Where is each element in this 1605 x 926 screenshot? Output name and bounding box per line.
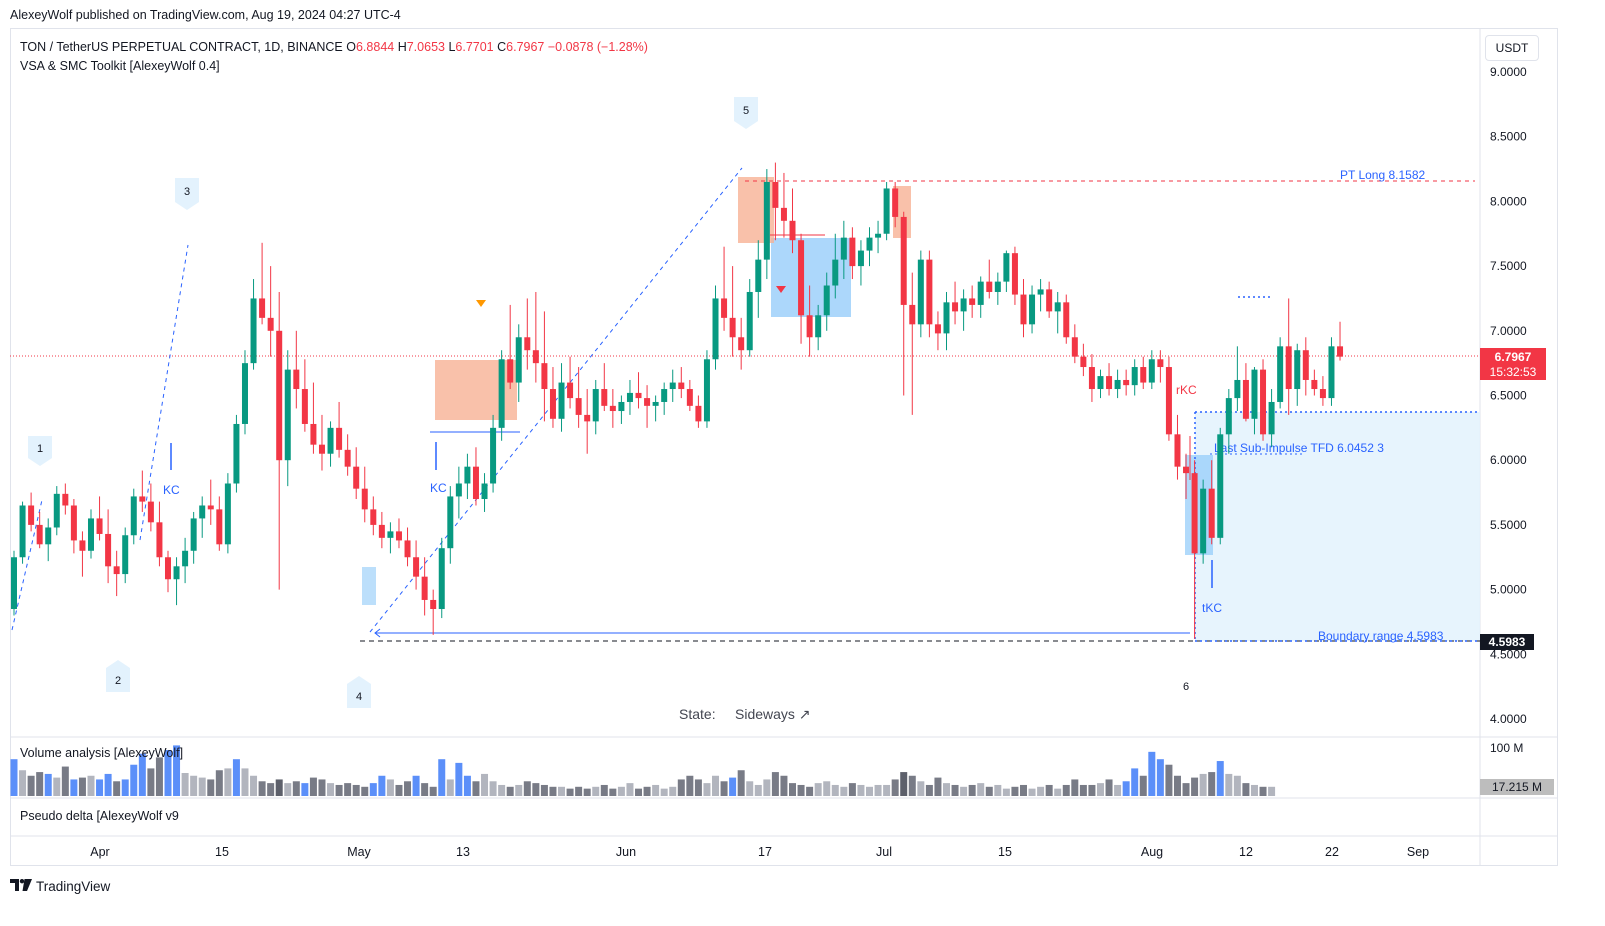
chart-frame: [10, 28, 1558, 866]
currency-selector[interactable]: USDT: [1485, 35, 1539, 61]
tradingview-brand[interactable]: TradingView: [10, 878, 110, 895]
open-label: O: [346, 40, 356, 54]
low-value: 6.7701: [455, 40, 494, 54]
open-value: 6.8844: [355, 40, 395, 54]
close-value: 6.7967: [506, 40, 545, 54]
volume-pane-title[interactable]: Volume analysis [AlexeyWolf]: [20, 746, 184, 760]
high-value: 7.0653: [406, 40, 445, 54]
symbol-title[interactable]: TON / TetherUS PERPETUAL CONTRACT, 1D, B…: [20, 40, 343, 54]
tradingview-name: TradingView: [36, 879, 111, 894]
close-label: C: [497, 40, 507, 54]
low-label: L: [448, 40, 456, 54]
delta-pane-title[interactable]: Pseudo delta [AlexeyWolf v9: [20, 809, 179, 823]
high-label: H: [397, 40, 407, 54]
indicator-label[interactable]: VSA & SMC Toolkit [AlexeyWolf 0.4]: [20, 59, 220, 73]
change-value: −0.0878 (−1.28%): [547, 40, 648, 54]
tradingview-logo-icon: [10, 878, 32, 895]
publish-info: AlexeyWolf published on TradingView.com,…: [10, 8, 401, 22]
symbol-row: TON / TetherUS PERPETUAL CONTRACT, 1D, B…: [20, 38, 648, 57]
chart-legend: TON / TetherUS PERPETUAL CONTRACT, 1D, B…: [20, 38, 648, 76]
